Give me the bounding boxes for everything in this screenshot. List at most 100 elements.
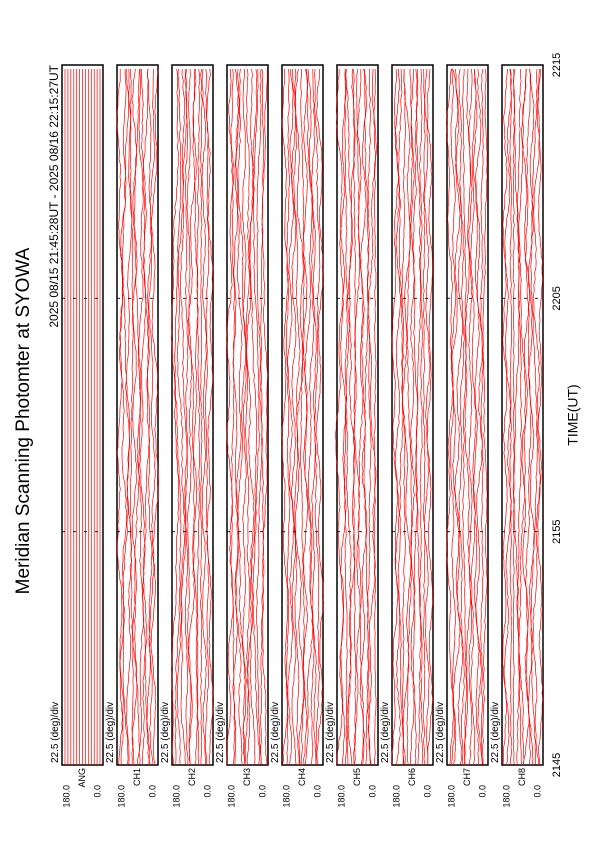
trace — [148, 68, 156, 766]
scale-label: 22.5 (deg)/div — [50, 702, 61, 763]
trace — [302, 68, 309, 766]
y-tick-label: 180.0 — [391, 785, 401, 808]
trace — [230, 68, 236, 766]
x-axis-label: TIME(UT) — [565, 384, 581, 445]
scale-label: 22.5 (deg)/div — [270, 702, 281, 763]
trace — [356, 69, 365, 766]
trace — [469, 68, 477, 766]
trace — [295, 68, 306, 766]
trace — [524, 68, 532, 766]
scale-label: 22.5 (deg)/div — [215, 702, 226, 763]
trace — [174, 68, 182, 766]
trace — [180, 68, 188, 766]
trace — [366, 69, 372, 766]
trace — [468, 68, 473, 766]
trace — [512, 68, 515, 766]
panel-frame — [501, 64, 544, 766]
panel-name: CH1 — [132, 768, 142, 786]
trace — [129, 68, 134, 766]
trace — [412, 68, 419, 766]
trace — [367, 68, 377, 766]
scale-label: 22.5 (deg)/div — [380, 702, 391, 763]
trace — [170, 68, 179, 766]
y-tick-label: 0.0 — [202, 785, 212, 798]
trace — [131, 68, 138, 766]
trace — [446, 68, 454, 766]
trace — [133, 68, 142, 766]
trace — [244, 68, 251, 766]
trace — [451, 68, 461, 766]
trace — [475, 68, 484, 766]
trace — [339, 68, 347, 766]
panel-name: CH6 — [407, 768, 417, 786]
trace — [116, 69, 124, 766]
trace — [150, 68, 159, 766]
trace — [255, 68, 263, 766]
trace — [234, 68, 243, 766]
trace — [226, 68, 234, 766]
trace — [454, 68, 464, 766]
trace — [315, 68, 324, 766]
trace — [450, 68, 457, 766]
x-tick-label: 2145 — [551, 753, 563, 777]
trace — [260, 68, 265, 766]
trace — [237, 68, 247, 766]
chart-title: Meridian Scanning Photomter at SYOWA — [13, 247, 34, 594]
y-tick-label: 0.0 — [257, 785, 267, 798]
panel-frame — [336, 64, 379, 766]
x-tick-label: 2215 — [551, 53, 563, 77]
trace — [291, 68, 297, 766]
trace — [142, 68, 151, 766]
panel-name: ANG — [77, 768, 87, 788]
trace — [186, 68, 193, 766]
trace — [426, 68, 434, 766]
trace — [536, 68, 544, 766]
trace — [463, 68, 472, 766]
trace — [252, 69, 260, 766]
trace — [472, 68, 480, 766]
trace — [196, 68, 201, 766]
trace — [419, 68, 424, 766]
y-tick-label: 0.0 — [532, 785, 542, 798]
trace — [347, 68, 356, 766]
trace — [307, 68, 315, 766]
scale-label: 22.5 (deg)/div — [160, 702, 171, 763]
trace — [204, 68, 210, 766]
y-tick-label: 0.0 — [147, 785, 157, 798]
trace — [206, 68, 214, 766]
trace — [503, 68, 512, 766]
y-tick-label: 180.0 — [501, 785, 511, 808]
trace — [187, 68, 198, 766]
trace — [300, 68, 305, 766]
trace — [518, 68, 527, 766]
y-tick-label: 0.0 — [477, 785, 487, 798]
trace — [232, 68, 240, 766]
panel-name: CH3 — [242, 768, 252, 786]
panel-frame — [116, 64, 159, 766]
trace — [242, 68, 247, 765]
y-tick-label: 0.0 — [92, 785, 102, 798]
trace — [423, 68, 431, 766]
scale-label: 22.5 (deg)/div — [490, 702, 501, 763]
chart-subtitle: 2025 08/15 21:45:28UT - 2025 08/16 22:15… — [47, 64, 61, 327]
trace — [136, 68, 145, 766]
panel-name: CH2 — [187, 768, 197, 786]
trace — [482, 68, 488, 766]
panel-name: CH7 — [462, 768, 472, 786]
trace — [119, 69, 128, 766]
trace — [391, 68, 399, 766]
scale-label: 22.5 (deg)/div — [325, 702, 336, 763]
panel-name: CH5 — [352, 768, 362, 786]
panel-name: CH4 — [297, 768, 307, 786]
trace — [192, 68, 199, 766]
trace — [261, 68, 269, 766]
rotated-plot: Meridian Scanning Photomter at SYOWA 202… — [13, 53, 581, 808]
trace — [249, 68, 258, 766]
trace — [304, 68, 314, 766]
trace — [530, 68, 538, 766]
trace — [409, 68, 415, 766]
scale-label: 22.5 (deg)/div — [435, 702, 446, 763]
trace — [201, 68, 207, 766]
